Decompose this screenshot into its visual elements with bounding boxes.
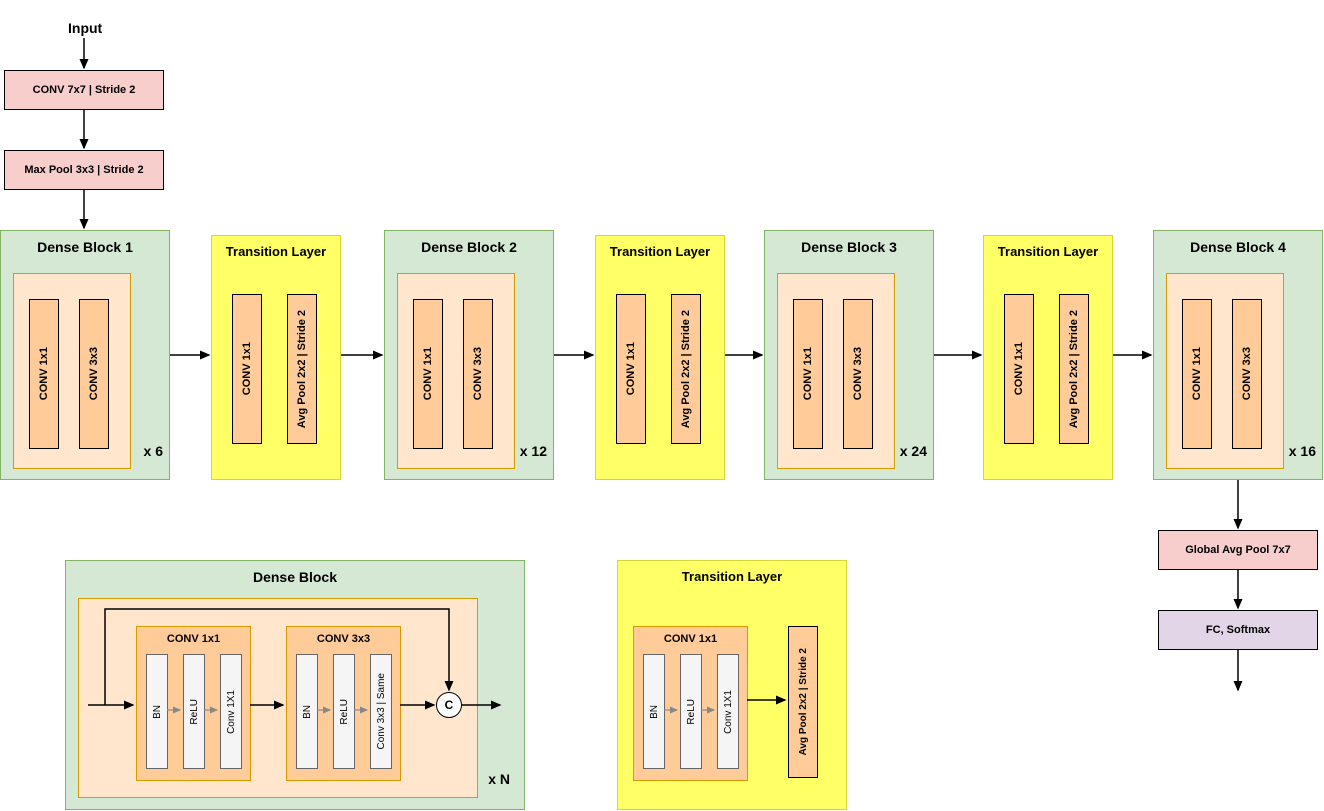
transition-1: Transition Layer CONV 1x1 Avg Pool 2x2 |… [211,235,341,480]
dense-block-1: Dense Block 1 CONV 1x1 CONV 3x3 x 6 [0,230,170,480]
dense-3-conv3-label: CONV 3x3 [852,347,864,400]
detail-dense-title: Dense Block [66,569,524,585]
gap-block: Global Avg Pool 7x7 [1158,530,1318,570]
transition-3-conv: CONV 1x1 [1004,294,1034,444]
gap-label: Global Avg Pool 7x7 [1185,544,1291,556]
detail-conv3-relu: ReLU [333,654,355,769]
detail-conv1-relu: ReLU [183,654,205,769]
dense-block-2: Dense Block 2 CONV 1x1 CONV 3x3 x 12 [384,230,554,480]
detail-trans-conv: Conv 1X1 [717,654,739,769]
detail-trans-conv-label: Conv 1X1 [723,690,734,734]
dense-1-conv1: CONV 1x1 [29,299,59,449]
detail-conv3-title: CONV 3x3 [287,633,400,645]
transition-3-pool-label: Avg Pool 2x2 | Stride 2 [1068,310,1080,428]
dense-1-conv1-label: CONV 1x1 [38,347,50,400]
detail-trans-relu-label: ReLU [686,699,697,725]
detail-conv3-bn-label: BN [302,705,313,719]
detail-conv3-conv: Conv 3x3 | Same [370,654,392,769]
dense-2-conv1: CONV 1x1 [413,299,443,449]
transition-2: Transition Layer CONV 1x1 Avg Pool 2x2 |… [595,235,725,480]
dense-block-4: Dense Block 4 CONV 1x1 CONV 3x3 x 16 [1153,230,1323,480]
dense-1-title: Dense Block 1 [1,239,169,255]
transition-1-conv: CONV 1x1 [232,294,262,444]
detail-trans-pool-label: Avg Pool 2x2 | Stride 2 [798,648,809,755]
concat-circle: C [436,692,462,718]
dense-3-conv1: CONV 1x1 [793,299,823,449]
detail-trans-bn: BN [643,654,665,769]
dense-2-title: Dense Block 2 [385,239,553,255]
maxpool-block: Max Pool 3x3 | Stride 2 [4,150,164,190]
fc-label: FC, Softmax [1206,624,1270,636]
conv7x7-label: CONV 7x7 | Stride 2 [33,84,136,96]
input-label: Input [68,20,102,36]
dense-1-conv3-label: CONV 3x3 [88,347,100,400]
dense-3-repeat: x 24 [900,443,927,459]
transition-2-pool-label: Avg Pool 2x2 | Stride 2 [680,310,692,428]
transition-3-pool: Avg Pool 2x2 | Stride 2 [1059,294,1089,444]
dense-3-conv1-label: CONV 1x1 [802,347,814,400]
dense-block-3: Dense Block 3 CONV 1x1 CONV 3x3 x 24 [764,230,934,480]
transition-1-pool: Avg Pool 2x2 | Stride 2 [287,294,317,444]
detail-trans-pool: Avg Pool 2x2 | Stride 2 [788,626,818,778]
detail-trans-bn-label: BN [649,705,660,719]
detail-trans-relu: ReLU [680,654,702,769]
detail-dense-block: Dense Block CONV 1x1 BN ReLU Conv 1X1 CO… [65,560,525,810]
dense-1-conv3: CONV 3x3 [79,299,109,449]
transition-1-pool-label: Avg Pool 2x2 | Stride 2 [296,310,308,428]
dense-3-title: Dense Block 3 [765,239,933,255]
dense-4-conv3: CONV 3x3 [1232,299,1262,449]
transition-3-title: Transition Layer [984,244,1112,259]
dense-4-repeat: x 16 [1289,443,1316,459]
concat-label: C [445,698,454,712]
transition-1-title: Transition Layer [212,244,340,259]
detail-trans-title: Transition Layer [618,569,846,584]
maxpool-label: Max Pool 3x3 | Stride 2 [24,164,143,176]
detail-dense-repeat: x N [488,771,510,787]
transition-2-title: Transition Layer [596,244,724,259]
detail-conv1-conv-label: Conv 1X1 [226,690,237,734]
transition-3: Transition Layer CONV 1x1 Avg Pool 2x2 |… [983,235,1113,480]
detail-conv1-bn: BN [146,654,168,769]
detail-conv3-relu-label: ReLU [339,699,350,725]
conv7x7-block: CONV 7x7 | Stride 2 [4,70,164,110]
dense-2-conv3: CONV 3x3 [463,299,493,449]
dense-2-repeat: x 12 [520,443,547,459]
dense-4-title: Dense Block 4 [1154,239,1322,255]
detail-conv3-bn: BN [296,654,318,769]
dense-2-conv1-label: CONV 1x1 [422,347,434,400]
fc-block: FC, Softmax [1158,610,1318,650]
transition-2-conv: CONV 1x1 [616,294,646,444]
detail-conv1-bn-label: BN [152,705,163,719]
detail-transition: Transition Layer CONV 1x1 BN ReLU Conv 1… [617,560,847,810]
detail-conv1-conv: Conv 1X1 [220,654,242,769]
transition-3-conv-label: CONV 1x1 [1013,342,1025,395]
detail-conv3-conv-label: Conv 3x3 | Same [376,673,387,750]
dense-4-conv1: CONV 1x1 [1182,299,1212,449]
transition-2-conv-label: CONV 1x1 [625,342,637,395]
detail-conv1-relu-label: ReLU [189,699,200,725]
dense-1-repeat: x 6 [144,443,163,459]
detail-conv1-title: CONV 1x1 [137,633,250,645]
dense-4-conv3-label: CONV 3x3 [1241,347,1253,400]
dense-4-conv1-label: CONV 1x1 [1191,347,1203,400]
transition-1-conv-label: CONV 1x1 [241,342,253,395]
transition-2-pool: Avg Pool 2x2 | Stride 2 [671,294,701,444]
dense-3-conv3: CONV 3x3 [843,299,873,449]
detail-trans-conv1-title: CONV 1x1 [634,633,747,645]
dense-2-conv3-label: CONV 3x3 [472,347,484,400]
